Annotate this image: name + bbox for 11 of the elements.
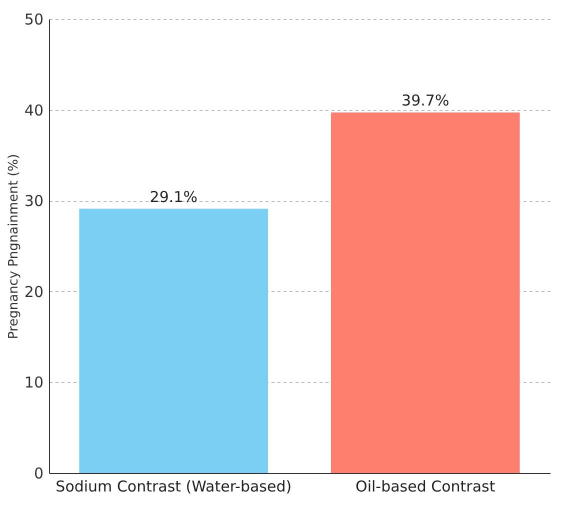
y-tick-label: 40 (24, 101, 44, 120)
y-tick-label: 20 (24, 282, 44, 301)
y-tick-label: 50 (24, 10, 44, 28)
data-label: 39.7% (402, 92, 450, 110)
data-label: 29.1% (150, 188, 198, 206)
x-tick-label: Sodium Contrast (Water-based) (56, 478, 292, 496)
y-tick-label: 10 (24, 374, 44, 392)
y-axis-title: Pregnancy Pngnainment (%) (6, 154, 22, 340)
y-tick-label: 0 (34, 464, 44, 482)
y-tick-label: 30 (24, 192, 44, 210)
x-tick-label: Oil-based Contrast (356, 478, 496, 496)
